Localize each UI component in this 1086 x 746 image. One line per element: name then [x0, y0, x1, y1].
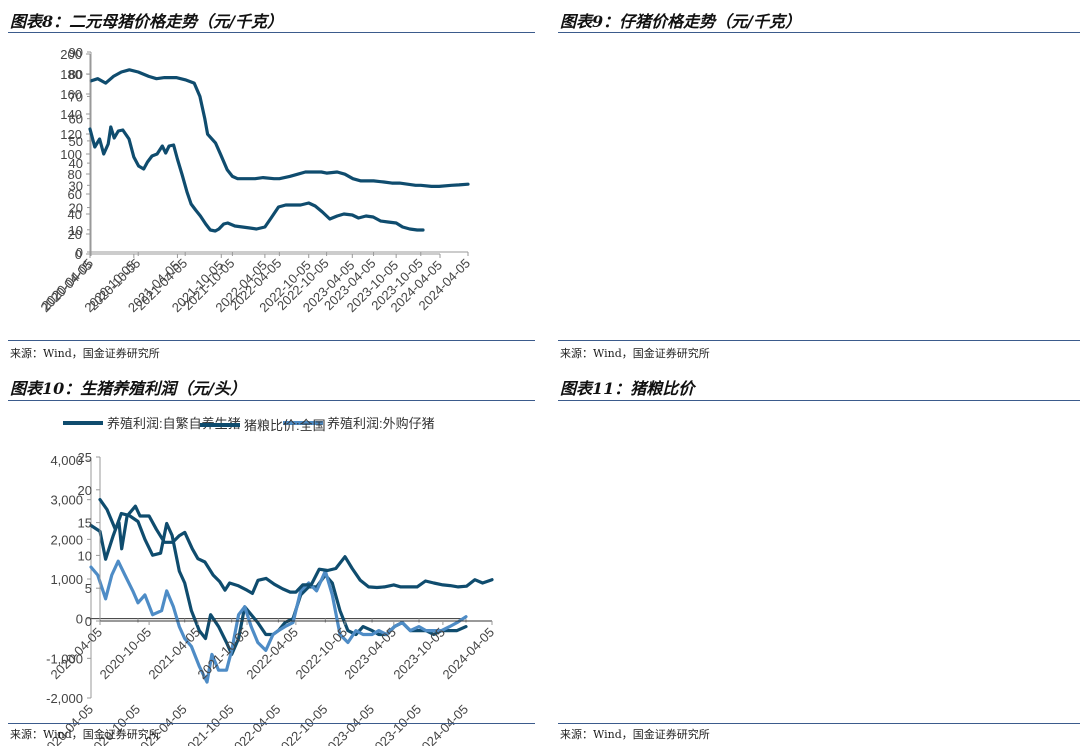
y-tick-label: -2,000 — [46, 691, 83, 706]
y-tick-label: 140 — [60, 107, 82, 122]
y-tick-label: -1,000 — [46, 651, 83, 666]
panel-chart8: 图表8：二元母猪价格走势（元/千克） 0 10 20 30 40 50 60 70 80 90 20… — [0, 0, 543, 373]
title-rule — [8, 32, 535, 33]
y-tick-label: 0 — [75, 247, 82, 262]
y-tick-label: 70 — [69, 89, 83, 104]
y-tick-label: 20 — [69, 201, 83, 216]
source-rule — [558, 723, 1080, 724]
y-tick-label: 4,000 — [50, 453, 83, 468]
y-tick-label: 160 — [60, 87, 82, 102]
y-tick-label: 0 — [76, 612, 83, 627]
y-tick-label: 25 — [78, 450, 92, 465]
y-tick-label: 1,000 — [50, 572, 83, 587]
chart-title: 图表11：猪粮比价 — [560, 379, 695, 398]
legend-label: 养殖利润:外购仔猪 — [327, 416, 435, 431]
y-tick-label: 80 — [69, 67, 83, 82]
chart-plot: 01020304050607080902020-04-052020-10-052… — [38, 45, 473, 313]
source-note: 来源：Wind，国金证券研究所 — [560, 728, 710, 741]
title-rule — [558, 32, 1080, 33]
y-tick-label: 60 — [69, 112, 83, 127]
y-tick-label: 15 — [78, 516, 92, 531]
y-tick-label: 80 — [68, 167, 82, 182]
series-line — [88, 125, 425, 233]
chart-title: 图表8：二元母猪价格走势（元/千克） — [10, 12, 283, 31]
y-tick-label: 20 — [78, 483, 92, 498]
y-tick-label: 30 — [69, 178, 83, 193]
y-tick-label: 90 — [69, 45, 83, 60]
y-tick-label: 50 — [69, 134, 83, 149]
chart-title: 图表10：生猪养殖利润（元/头） — [10, 379, 247, 398]
chart-title: 图表9：仔猪价格走势（元/千克） — [560, 12, 801, 31]
legend-label: 猪粮比价:全国 — [244, 418, 326, 433]
y-tick-label: 3,000 — [50, 493, 83, 508]
y-tick-label: 2,000 — [50, 532, 83, 547]
title-rule — [558, 400, 1080, 401]
panel-chart10: 图表10：生猪养殖利润（元/头） -2,000 -1,000 0 1,000 2,000… — [0, 373, 543, 746]
source-note: 来源：Wind，国金证券研究所 — [560, 347, 710, 360]
source-note: 来源：Wind，国金证券研究所 — [10, 347, 160, 360]
source-rule — [558, 340, 1080, 341]
y-tick-label: 40 — [68, 207, 82, 222]
chart-plot: 0204060801001201401601802002020-04-05202… — [37, 47, 445, 315]
y-tick-label: 200 — [60, 47, 82, 62]
y-tick-label: 100 — [60, 147, 82, 162]
title-rule — [8, 400, 535, 401]
y-tick-label: 180 — [60, 67, 82, 82]
y-tick-label: 0 — [85, 614, 92, 629]
chart-plot: 05101520252020-04-052020-10-052021-04-05… — [47, 418, 497, 682]
y-tick-label: 0 — [76, 245, 83, 260]
source-rule — [8, 723, 535, 724]
panel-chart11: 图表11：猪粮比价 0 5 10 15 20 25 2020-04-05 2020-10-05… — [47, 373, 1086, 746]
y-tick-label: 5 — [85, 581, 92, 596]
panel-chart9: 图表9：仔猪价格走势（元/千克） 0 20 40 60 80 100 120 140 160 18… — [37, 0, 1086, 373]
y-tick-label: 20 — [68, 227, 82, 242]
y-tick-label: 120 — [60, 127, 82, 142]
y-tick-label: 10 — [69, 223, 83, 238]
series-line — [89, 68, 470, 188]
y-tick-label: 10 — [78, 548, 92, 563]
series-line — [98, 497, 494, 595]
legend-label: 养殖利润:自繁自养生猪 — [107, 416, 241, 431]
y-tick-label: 40 — [69, 156, 83, 171]
source-rule — [8, 340, 535, 341]
series-line — [89, 559, 468, 684]
y-tick-label: 60 — [68, 187, 82, 202]
source-note: 来源：Wind，国金证券研究所 — [10, 728, 160, 741]
